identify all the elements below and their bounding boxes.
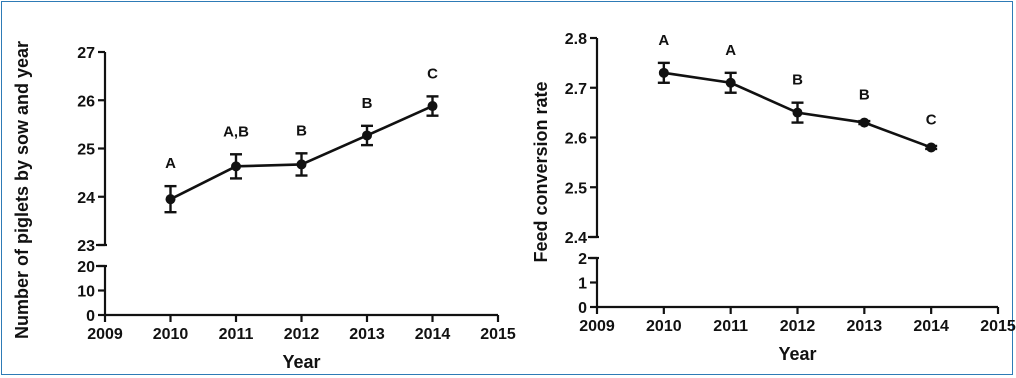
x-tick-label: 2009 — [87, 326, 123, 343]
significance-label: B — [792, 72, 803, 89]
y-tick-label: 20 — [77, 259, 95, 276]
data-point — [362, 130, 372, 140]
y-tick-label: 27 — [77, 45, 95, 62]
y-tick-label: 23 — [77, 238, 95, 255]
significance-label: A — [658, 32, 669, 49]
y-tick-label: 2.7 — [565, 81, 587, 98]
significance-label: C — [926, 111, 937, 128]
chart-1: 23 24 25 26 27 0 10 20 2009 2010 2011 2012 2013 2014 2… — [12, 41, 516, 372]
y-tick-label: 2.4 — [565, 230, 587, 247]
x-tick-label: 2009 — [579, 318, 615, 335]
significance-label: B — [362, 95, 373, 112]
x-tick-label: 2014 — [913, 318, 949, 335]
y-tick-label: 2.8 — [565, 31, 587, 48]
y-axis-label: Number of piglets by sow and year — [12, 41, 32, 339]
data-point — [231, 161, 241, 171]
y-tick-label: 2.6 — [565, 131, 587, 148]
y-tick-label: 2 — [578, 251, 587, 268]
y-tick-label: 10 — [77, 284, 95, 301]
y-tick-label: 24 — [77, 190, 95, 207]
y-tick-label: 26 — [77, 93, 95, 110]
significance-label: A,B — [223, 123, 249, 140]
y-tick-label: 1 — [578, 276, 587, 293]
data-point — [428, 101, 438, 111]
y-tick-label: 0 — [86, 308, 95, 325]
y-tick-label: 25 — [77, 142, 95, 159]
y-axis-label: Feed conversion rate — [531, 81, 551, 262]
significance-label: B — [859, 87, 870, 104]
data-point — [726, 78, 736, 88]
x-tick-label: 2015 — [480, 326, 516, 343]
x-tick-label: 2012 — [284, 326, 320, 343]
data-point — [659, 68, 669, 78]
data-point — [297, 159, 307, 169]
significance-label: B — [296, 122, 307, 139]
significance-label: A — [165, 155, 176, 172]
significance-label: C — [427, 65, 438, 82]
y-tick-label: 2.5 — [565, 180, 587, 197]
y-tick-label: 0 — [578, 300, 587, 317]
x-tick-label: 2013 — [847, 318, 883, 335]
data-point — [793, 108, 803, 118]
x-tick-label: 2015 — [980, 318, 1016, 335]
chart-2: 2.4 2.5 2.6 2.7 2.8 0 1 2 2009 2010 2011 2012 2013 20… — [531, 31, 1016, 364]
data-point — [166, 194, 176, 204]
x-tick-label: 2011 — [219, 326, 254, 343]
x-tick-label: 2010 — [646, 318, 682, 335]
x-tick-label: 2014 — [415, 326, 451, 343]
x-tick-label: 2011 — [713, 318, 748, 335]
x-tick-label: 2013 — [349, 326, 385, 343]
x-axis-label: Year — [282, 352, 320, 372]
x-tick-label: 2010 — [153, 326, 189, 343]
data-point — [926, 142, 936, 152]
significance-label: A — [725, 42, 736, 59]
x-tick-label: 2012 — [780, 318, 816, 335]
data-point — [859, 118, 869, 128]
x-axis-label: Year — [778, 344, 816, 364]
